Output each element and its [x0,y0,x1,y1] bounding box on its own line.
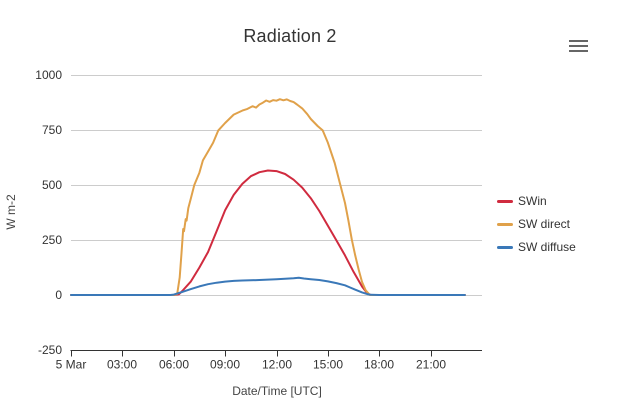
chart-title: Radiation 2 [243,26,337,46]
series-line-sw-diffuse[interactable] [70,276,466,296]
context-menu-button[interactable] [565,35,591,57]
y-tick-label: 250 [42,233,62,247]
x-tick-label: 18:00 [364,358,394,372]
legend-label: SW diffuse [518,240,576,254]
series-line-swin[interactable] [70,169,466,296]
x-tick-label: 03:00 [107,358,137,372]
legend-marker-icon [497,222,513,226]
hamburger-menu-icon [568,37,588,55]
y-tick-label: -250 [38,343,62,357]
legend-item-sw-direct[interactable]: SW direct [497,217,576,231]
x-tick-label: 12:00 [262,358,292,372]
x-tick-label: 06:00 [159,358,189,372]
y-tick-label: 750 [42,123,62,137]
x-axis-title: Date/Time [UTC] [232,384,322,398]
legend-label: SWin [518,194,547,208]
x-tick-label: 15:00 [313,358,343,372]
x-tick-label: 09:00 [210,358,240,372]
legend-item-sw-diffuse[interactable]: SW diffuse [497,240,576,254]
y-tick-label: 500 [42,178,62,192]
series-line-sw-direct[interactable] [70,98,466,296]
x-tick-label: 21:00 [416,358,446,372]
y-tick-label: 0 [55,288,62,302]
legend-marker-icon [497,199,513,203]
legend-item-swin[interactable]: SWin [497,194,576,208]
legend-label: SW direct [518,217,571,231]
x-tick-label: 5 Mar [56,358,87,372]
legend-marker-icon [497,245,513,249]
legend: SWin SW direct SW diffuse [497,194,576,263]
y-tick-label: 1000 [35,68,62,82]
